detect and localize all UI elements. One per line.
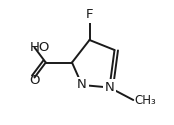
Text: N: N [77, 78, 87, 92]
Text: CH₃: CH₃ [135, 94, 156, 106]
Text: F: F [86, 8, 93, 22]
Text: HO: HO [30, 41, 50, 54]
Text: N: N [105, 81, 114, 94]
Text: O: O [30, 74, 40, 86]
